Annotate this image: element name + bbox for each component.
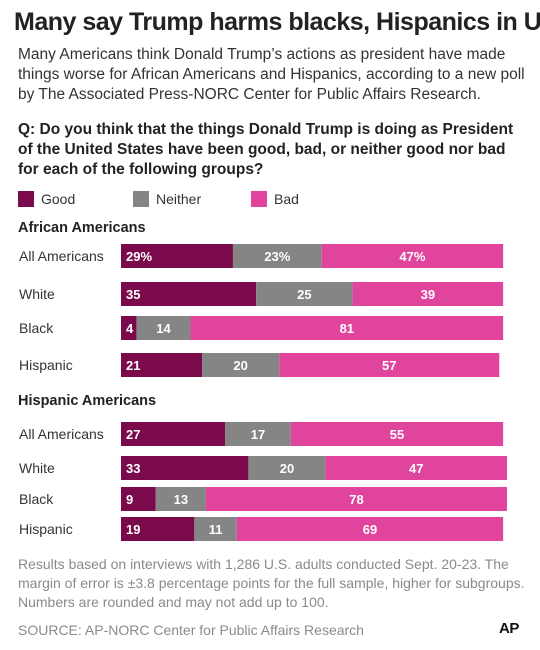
bar-bad-g1-hispanic bbox=[279, 353, 500, 377]
row-label-g2-white: White bbox=[19, 460, 55, 476]
survey-question: Q: Do you think that the things Donald T… bbox=[18, 121, 514, 178]
value-label-bad-g1-black: 81 bbox=[340, 321, 354, 336]
bar-neither-g1-hispanic bbox=[202, 353, 280, 377]
bar-neither-g1-white bbox=[256, 282, 353, 306]
value-label-good-g1-black: 4 bbox=[126, 321, 134, 336]
value-label-bad-g1-white: 39 bbox=[421, 287, 435, 302]
legend-swatch-bad bbox=[251, 191, 267, 207]
bar-neither-g2-black bbox=[155, 487, 206, 511]
value-label-neither-g2-all-americans: 17 bbox=[251, 427, 265, 442]
source-line: SOURCE: AP-NORC Center for Public Affair… bbox=[18, 622, 364, 638]
row-label-g1-hispanic: Hispanic bbox=[19, 357, 73, 373]
row-label-g1-black: Black bbox=[19, 320, 54, 336]
value-label-good-g1-all-americans: 29% bbox=[126, 249, 152, 264]
chart-title: Many say Trump harms blacks, Hispanics i… bbox=[14, 8, 540, 36]
value-label-neither-g2-hispanic: 11 bbox=[209, 522, 223, 537]
value-label-bad-g2-all-americans: 55 bbox=[390, 427, 404, 442]
bar-good-g1-white bbox=[121, 282, 257, 306]
legend-label-bad: Bad bbox=[274, 191, 299, 207]
value-label-good-g2-all-americans: 27 bbox=[126, 427, 140, 442]
bar-bad-g2-black bbox=[205, 487, 508, 511]
value-label-neither-g1-black: 14 bbox=[156, 321, 171, 336]
value-label-neither-g1-hispanic: 20 bbox=[233, 358, 247, 373]
value-label-good-g2-white: 33 bbox=[126, 461, 140, 476]
bar-good-g1-black bbox=[121, 316, 137, 340]
legend-swatch-good bbox=[18, 191, 34, 207]
group-title-hispanic-americans: Hispanic Americans bbox=[18, 393, 157, 409]
bar-bad-g2-hispanic bbox=[236, 517, 504, 541]
value-label-good-g1-white: 35 bbox=[126, 287, 140, 302]
legend-item-neither: Neither bbox=[133, 191, 201, 207]
legend-item-good: Good bbox=[18, 191, 75, 207]
bar-good-g1-hispanic bbox=[121, 353, 203, 377]
bar-bad-g1-all-americans bbox=[321, 244, 504, 268]
value-label-bad-g1-hispanic: 57 bbox=[382, 358, 396, 373]
row-label-g2-hispanic: Hispanic bbox=[19, 521, 73, 537]
bar-bad-g2-all-americans bbox=[290, 422, 504, 446]
value-label-good-g2-hispanic: 19 bbox=[126, 522, 140, 537]
value-label-good-g2-black: 9 bbox=[126, 492, 133, 507]
bar-neither-g1-all-americans bbox=[232, 244, 322, 268]
value-label-bad-g2-white: 47 bbox=[409, 461, 423, 476]
bar-good-g2-hispanic bbox=[121, 517, 195, 541]
value-label-bad-g2-black: 78 bbox=[349, 492, 363, 507]
bar-bad-g1-black bbox=[190, 316, 504, 340]
ap-logo: AP bbox=[499, 620, 519, 637]
row-label-g1-white: White bbox=[19, 286, 55, 302]
value-label-neither-g1-white: 25 bbox=[297, 287, 311, 302]
group-title-african-americans: African Americans bbox=[18, 220, 146, 236]
bar-good-g2-black bbox=[121, 487, 156, 511]
value-label-neither-g2-black: 13 bbox=[174, 492, 188, 507]
row-label-g2-black: Black bbox=[19, 491, 54, 507]
value-label-bad-g2-hispanic: 69 bbox=[363, 522, 377, 537]
bar-neither-g2-white bbox=[248, 456, 326, 480]
bar-good-g2-all-americans bbox=[121, 422, 226, 446]
bar-neither-g2-all-americans bbox=[225, 422, 291, 446]
bar-good-g2-white bbox=[121, 456, 249, 480]
methodology-notes: Results based on interviews with 1,286 U… bbox=[18, 556, 525, 610]
bar-neither-g2-hispanic bbox=[194, 517, 237, 541]
value-label-bad-g1-all-americans: 47% bbox=[399, 249, 425, 264]
chart-subtitle: Many Americans think Donald Trump’s acti… bbox=[18, 46, 525, 103]
bar-good-g1-all-americans bbox=[121, 244, 233, 268]
legend-label-good: Good bbox=[41, 191, 76, 207]
value-label-neither-g1-all-americans: 23% bbox=[264, 249, 290, 264]
row-label-g2-all-americans: All Americans bbox=[19, 426, 104, 442]
row-label-g1-all-americans: All Americans bbox=[19, 248, 104, 264]
legend-swatch-neither bbox=[133, 191, 149, 207]
bar-neither-g1-black bbox=[136, 316, 191, 340]
bar-bad-g1-white bbox=[352, 282, 504, 306]
legend-item-bad: Bad bbox=[251, 191, 299, 207]
value-label-neither-g2-white: 20 bbox=[280, 461, 294, 476]
legend-label-neither: Neither bbox=[156, 191, 202, 207]
bar-bad-g2-white bbox=[325, 456, 507, 480]
value-label-good-g1-hispanic: 21 bbox=[126, 358, 140, 373]
